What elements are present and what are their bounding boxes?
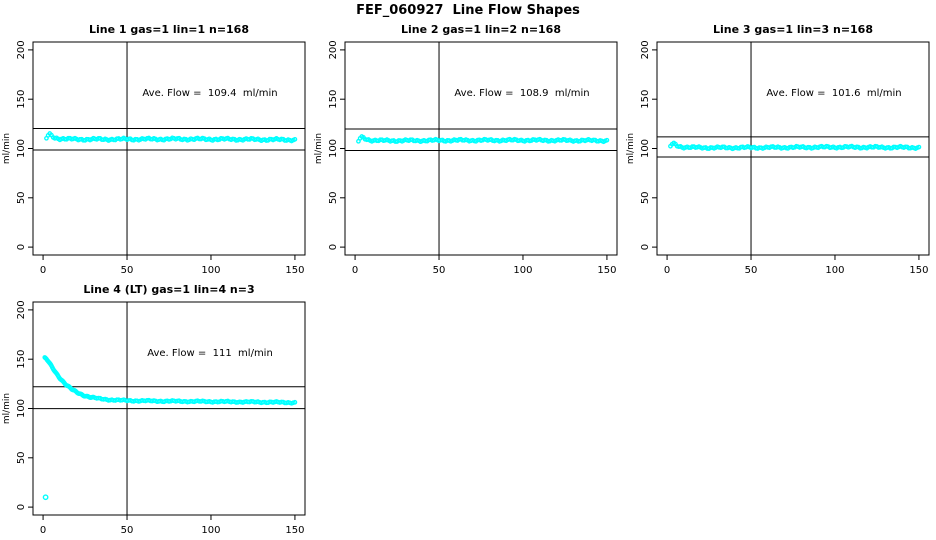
plot-canvas-line1: 0 50 100 150 0 50 100 150 200 ml/min (2, 40, 306, 276)
svg-text:100: 100 (16, 399, 27, 418)
svg-text:100: 100 (201, 525, 220, 536)
page-title: FEF_060927 Line Flow Shapes (356, 3, 580, 18)
tick-labels: 0 50 100 150 0 50 100 150 200 ml/min (2, 300, 304, 536)
axes (652, 41, 930, 260)
axes (28, 301, 306, 520)
svg-text:50: 50 (433, 265, 446, 276)
svg-text:150: 150 (909, 265, 928, 276)
svg-text:100: 100 (640, 139, 651, 158)
svg-text:150: 150 (328, 90, 339, 109)
plot-panel-line4: 0 50 100 150 0 50 100 150 200 ml/min Line 4 (LT) … (0, 278, 312, 540)
plot-panel-line3: 0 50 100 150 0 50 100 150 200 ml/min Line 3 gas=1… (624, 18, 936, 280)
y-axis-label: ml/min (2, 133, 12, 164)
reference-lines (345, 42, 617, 255)
svg-text:150: 150 (16, 90, 27, 109)
svg-text:50: 50 (16, 451, 27, 464)
ave-flow-label: Ave. Flow = 101.6 ml/min (766, 88, 902, 99)
svg-text:100: 100 (201, 265, 220, 276)
svg-text:150: 150 (16, 350, 27, 369)
ave-flow-label: Ave. Flow = 109.4 ml/min (142, 88, 278, 99)
y-axis-label: ml/min (314, 133, 324, 164)
reference-lines (33, 42, 305, 255)
plot-canvas-line2: 0 50 100 150 0 50 100 150 200 ml/min (314, 40, 618, 276)
data-points (356, 134, 610, 145)
panel-title: Line 2 gas=1 lin=2 n=168 (400, 23, 561, 36)
svg-text:0: 0 (40, 265, 46, 276)
ave-flow-label: Ave. Flow = 108.9 ml/min (454, 88, 590, 99)
data-points (44, 131, 298, 144)
panel-title: Line 1 gas=1 lin=1 n=168 (88, 23, 249, 36)
y-axis-label: ml/min (626, 133, 636, 164)
svg-text:150: 150 (285, 525, 304, 536)
svg-text:50: 50 (121, 265, 134, 276)
svg-text:150: 150 (597, 265, 616, 276)
svg-text:150: 150 (285, 265, 304, 276)
svg-text:0: 0 (640, 244, 651, 250)
axes (28, 41, 306, 260)
svg-text:200: 200 (640, 40, 651, 59)
axes (340, 41, 618, 260)
ave-flow-label: Ave. Flow = 111 ml/min (147, 348, 273, 359)
tick-labels: 0 50 100 150 0 50 100 150 200 ml/min (314, 40, 616, 276)
svg-text:200: 200 (328, 40, 339, 59)
svg-text:50: 50 (640, 191, 651, 204)
svg-text:150: 150 (640, 90, 651, 109)
svg-text:0: 0 (40, 525, 46, 536)
data-points (42, 355, 298, 501)
svg-text:200: 200 (16, 40, 27, 59)
svg-text:200: 200 (16, 300, 27, 319)
svg-text:50: 50 (16, 191, 27, 204)
svg-text:100: 100 (328, 139, 339, 158)
plot-canvas-line3: 0 50 100 150 0 50 100 150 200 ml/min (626, 40, 930, 276)
plot-panel-line2: 0 50 100 150 0 50 100 150 200 ml/min Line 2 gas=1… (312, 18, 624, 280)
svg-text:0: 0 (352, 265, 358, 276)
tick-labels: 0 50 100 150 0 50 100 150 200 ml/min (626, 40, 928, 276)
svg-text:0: 0 (328, 244, 339, 250)
svg-text:0: 0 (16, 504, 27, 510)
svg-text:100: 100 (513, 265, 532, 276)
plot-panel-line1: 0 50 100 150 0 50 100 150 200 ml/min Line 1 gas=1… (0, 18, 312, 280)
svg-text:100: 100 (825, 265, 844, 276)
tick-labels: 0 50 100 150 0 50 100 150 200 ml/min (2, 40, 304, 276)
panel-title: Line 3 gas=1 lin=3 n=168 (712, 23, 873, 36)
svg-text:50: 50 (121, 525, 134, 536)
panel-title: Line 4 (LT) gas=1 lin=4 n=3 (83, 283, 255, 296)
plot-canvas-line4: 0 50 100 150 0 50 100 150 200 ml/min (2, 300, 306, 536)
reference-lines (33, 302, 305, 515)
y-axis-label: ml/min (2, 393, 12, 424)
svg-text:0: 0 (664, 265, 670, 276)
data-points (668, 140, 922, 152)
svg-text:50: 50 (328, 191, 339, 204)
svg-text:0: 0 (16, 244, 27, 250)
svg-text:100: 100 (16, 139, 27, 158)
svg-text:50: 50 (745, 265, 758, 276)
